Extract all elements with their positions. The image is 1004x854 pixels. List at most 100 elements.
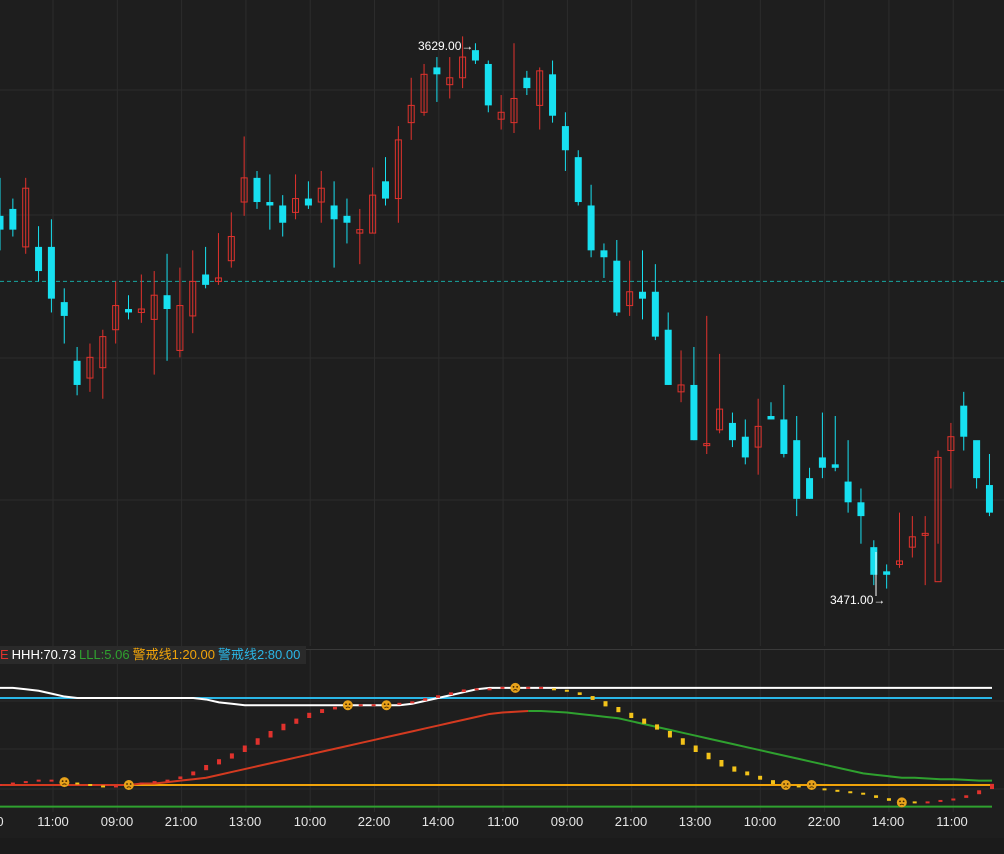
signal-marker-icon: [381, 700, 392, 711]
oscillator-dot: [49, 779, 54, 782]
candle-body: [639, 291, 646, 299]
signal-marker-icon: [896, 797, 907, 808]
oscillator-dot: [461, 689, 466, 693]
oscillator-dot: [796, 785, 801, 788]
oscillator-dot: [294, 718, 299, 724]
signal-marker-mouth: [783, 786, 789, 788]
oscillator-chart[interactable]: [0, 649, 1004, 812]
candle-body: [716, 408, 724, 431]
signal-marker-eye: [129, 783, 132, 785]
candle-body: [985, 485, 993, 513]
candle-body: [292, 198, 300, 213]
oscillator-dot: [165, 779, 170, 782]
time-label: 09:00: [550, 814, 584, 829]
candle-body: [549, 74, 557, 116]
signal-marker-icon: [59, 777, 70, 788]
candle-body: [99, 336, 107, 369]
candle-body: [690, 384, 698, 441]
signal-marker-eye: [516, 685, 519, 688]
signal-marker-eye: [902, 800, 905, 803]
signal-marker-eye: [61, 780, 64, 782]
candle-body: [137, 308, 145, 313]
time-label: 11:00: [936, 814, 968, 829]
candle-body: [934, 456, 942, 583]
candle-body: [214, 277, 222, 282]
signal-marker-mouth: [345, 706, 351, 709]
oscillator-dot: [423, 698, 428, 701]
candle-body: [497, 111, 505, 120]
candle-body: [266, 202, 274, 206]
high-price-annotation: 3629.00→: [418, 39, 473, 53]
candle-body: [677, 384, 685, 393]
time-label: 21:00: [614, 814, 648, 829]
oscillator-dot: [745, 771, 750, 776]
time-label: 10:00: [743, 814, 777, 829]
horizontal-scrollbar[interactable]: [0, 838, 1004, 854]
oscillator-dot: [436, 695, 441, 698]
time-label: 14:00: [871, 814, 905, 829]
candle-body: [883, 571, 891, 575]
oscillator-dot: [281, 723, 286, 731]
oscillator-dot: [229, 753, 234, 759]
oscillator-dot: [616, 707, 621, 713]
oscillator-dot: [629, 712, 634, 718]
time-label: 22:00: [807, 814, 841, 829]
time-label: 09:00: [100, 814, 134, 829]
candle-body: [369, 194, 377, 234]
candle-body: [857, 502, 865, 517]
oscillator-dot: [474, 688, 479, 691]
signal-marker-eye: [812, 783, 815, 785]
signal-marker-icon: [806, 780, 817, 790]
candle-body: [600, 250, 608, 258]
oscillator-dot: [680, 738, 685, 745]
candle-body: [112, 305, 120, 331]
candle-body: [793, 440, 801, 499]
oscillator-dot: [152, 781, 157, 784]
time-label: 14:00: [421, 814, 455, 829]
signal-marker-icon: [510, 682, 521, 693]
hhh-line: [0, 686, 992, 707]
candle-body: [446, 77, 454, 86]
oscillator-dot: [925, 801, 930, 804]
candle-body: [960, 405, 968, 437]
candle-body: [626, 291, 634, 307]
candle-body: [870, 547, 878, 575]
oscillator-dot: [410, 701, 415, 704]
time-label: 0: [0, 814, 4, 829]
candle-body: [304, 198, 312, 206]
candle-body: [227, 236, 235, 262]
candle-body: [433, 67, 441, 75]
candle-body: [844, 481, 852, 503]
candle-body: [420, 73, 428, 113]
oscillator-dot: [36, 779, 41, 782]
signal-marker-eye: [786, 783, 789, 785]
oscillator-dot: [320, 709, 325, 713]
oscillator-dot: [242, 745, 247, 752]
time-label: 21:00: [164, 814, 198, 829]
oscillator-dot: [590, 696, 595, 700]
candle-body: [240, 177, 248, 203]
oscillator-dot: [912, 801, 917, 804]
oscillator-dot: [191, 771, 196, 776]
candle-body: [896, 560, 903, 565]
signal-marker-mouth: [62, 783, 67, 786]
low-price-annotation: 3471.00→: [830, 593, 885, 607]
candle-body: [703, 443, 711, 447]
oscillator-dot: [23, 781, 28, 784]
candle-body: [150, 294, 158, 320]
oscillator-dot: [0, 784, 2, 786]
candle-body: [125, 309, 132, 313]
oscillator-dot: [332, 706, 337, 710]
signal-marker-mouth: [899, 803, 905, 806]
signal-marker-eye: [808, 783, 811, 785]
candle-body: [86, 356, 94, 379]
oscillator-dot: [577, 692, 582, 695]
candle-body: [806, 478, 814, 499]
oscillator-dot: [642, 718, 647, 724]
candle-body: [574, 157, 582, 203]
candlestick-chart[interactable]: 3629.00→ 3471.00→: [0, 0, 1004, 646]
candle-body: [189, 280, 197, 317]
oscillator-dot: [977, 790, 982, 795]
oscillator-dot: [178, 776, 183, 780]
